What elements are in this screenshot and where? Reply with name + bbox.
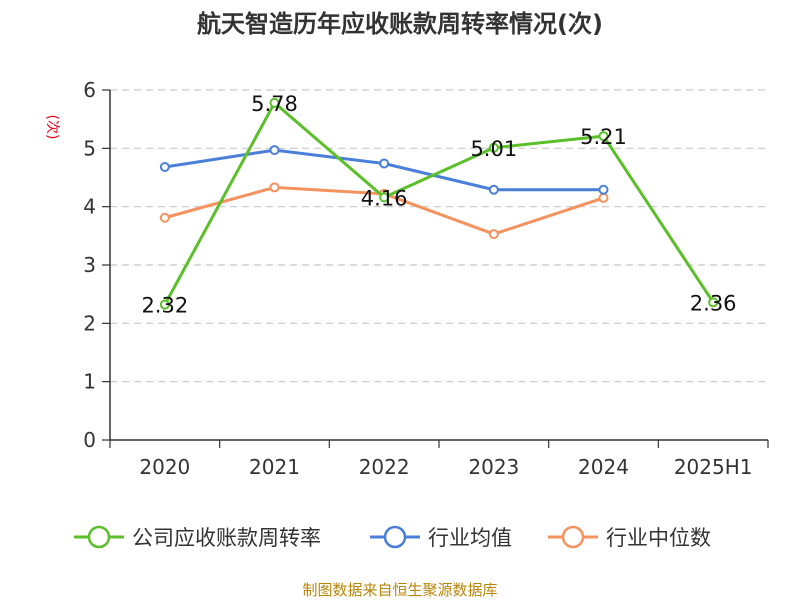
legend-item[interactable]: 公司应收账款周转率 xyxy=(74,525,321,550)
y-tick-label: 2 xyxy=(83,311,96,335)
x-tick-label: 2024 xyxy=(578,455,629,479)
y-tick-label: 6 xyxy=(83,78,96,102)
data-point xyxy=(269,97,280,108)
x-tick-label: 2023 xyxy=(468,455,519,479)
data-point xyxy=(159,299,170,310)
data-label: 4.16 xyxy=(361,186,408,210)
data-point xyxy=(598,192,609,203)
data-point xyxy=(488,229,499,240)
y-tick-label: 4 xyxy=(83,195,96,219)
legend-marker xyxy=(561,525,585,549)
data-point xyxy=(269,145,280,156)
series-line xyxy=(163,101,715,306)
data-point xyxy=(379,158,390,169)
chart-title: 航天智造历年应收账款周转率情况(次) xyxy=(197,10,603,38)
data-point xyxy=(598,131,609,142)
legend-label: 公司应收账款周转率 xyxy=(132,526,321,550)
data-point xyxy=(379,192,390,203)
legend-label: 行业中位数 xyxy=(606,526,711,550)
data-point xyxy=(159,162,170,172)
x-tick-label: 2021 xyxy=(249,455,300,479)
y-tick-label: 0 xyxy=(83,428,96,452)
data-labels: 2.32 5.78 4.16 5.01 5.21 2.36 xyxy=(141,92,736,318)
y-axis-label: (次) xyxy=(44,115,60,140)
data-label: 5.21 xyxy=(580,125,627,149)
y-tick-label: 1 xyxy=(83,370,96,394)
legend-item[interactable]: 行业均值 xyxy=(370,525,512,550)
legend[interactable]: 公司应收账款周转率 行业均值 行业中位数 xyxy=(74,525,711,550)
data-label: 2.36 xyxy=(690,291,737,315)
legend-item[interactable]: 行业中位数 xyxy=(548,525,711,550)
y-tick-label: 3 xyxy=(83,253,96,277)
axes: 0 1 2 3 4 5 6 2020 2021 2022 2023 2024 2025H1 xyxy=(83,78,769,479)
legend-marker xyxy=(383,525,407,549)
source-note: 制图数据来自恒生聚源数据库 xyxy=(302,581,497,599)
x-tick-label: 2025H1 xyxy=(674,455,753,479)
data-point xyxy=(488,184,499,195)
data-point xyxy=(159,212,170,223)
data-label: 5.01 xyxy=(470,137,517,161)
series-layer xyxy=(159,97,719,310)
x-tick-label: 2020 xyxy=(139,455,190,479)
y-tick-label: 5 xyxy=(83,136,96,160)
x-tick-label: 2022 xyxy=(359,455,410,479)
data-point xyxy=(269,182,280,193)
legend-label: 行业均值 xyxy=(428,526,512,550)
data-point xyxy=(598,184,609,195)
legend-marker xyxy=(87,525,111,549)
data-point xyxy=(708,297,719,308)
data-point xyxy=(488,142,499,153)
data-label: 5.78 xyxy=(251,92,298,116)
data-label: 2.32 xyxy=(141,294,188,318)
